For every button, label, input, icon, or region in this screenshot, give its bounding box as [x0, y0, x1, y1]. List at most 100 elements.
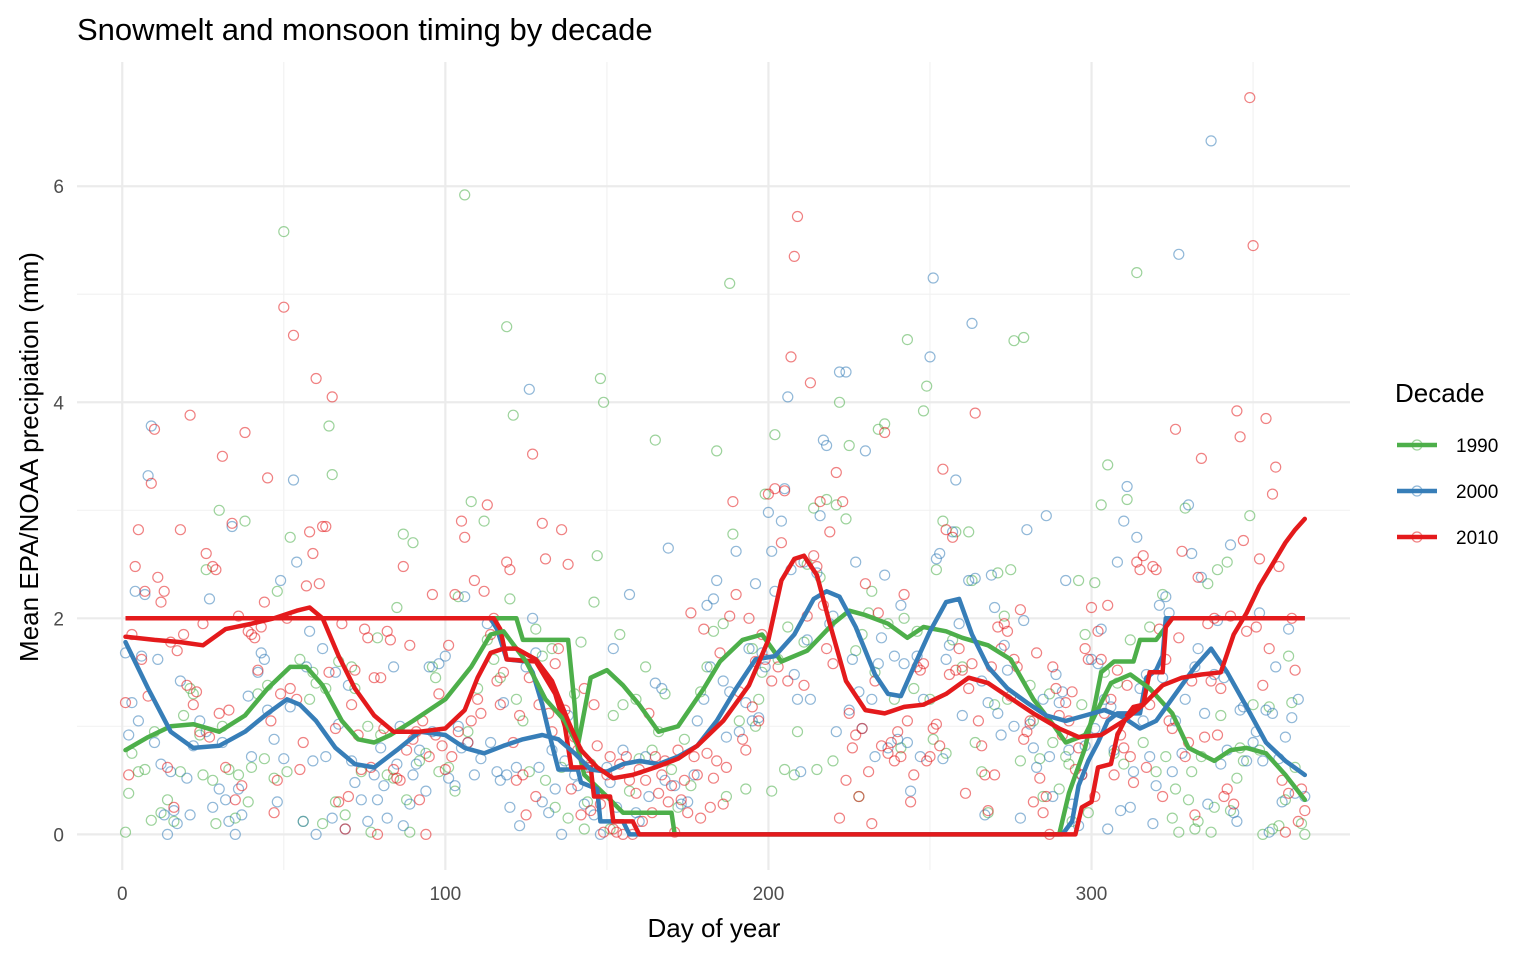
legend-key-point-2000: [1411, 485, 1423, 497]
data-point-2010: [1266, 488, 1279, 500]
data-point-2000: [1231, 815, 1243, 828]
data-point-2000: [291, 556, 303, 568]
data-point-1990: [707, 625, 720, 637]
data-point-1990: [200, 564, 212, 576]
data-point-2010: [772, 661, 784, 673]
data-point-2000: [1127, 766, 1140, 778]
data-point-1990: [727, 528, 739, 540]
data-point-2010: [1237, 534, 1250, 547]
data-point-2000: [1043, 750, 1056, 763]
data-point-1990: [232, 769, 245, 781]
data-point-1990: [927, 733, 939, 745]
data-point-1990: [1060, 750, 1072, 763]
data-point-2010: [187, 699, 199, 711]
data-point-2000: [136, 650, 148, 662]
data-point-2010: [743, 612, 755, 624]
data-point-2010: [1105, 693, 1117, 705]
data-point-1990: [678, 733, 691, 745]
data-point-2000: [1153, 599, 1166, 611]
data-point-2000: [707, 593, 720, 605]
data-point-1990: [597, 396, 610, 408]
data-point-1990: [833, 396, 846, 408]
data-point-1990: [1043, 688, 1056, 700]
data-point-2000: [255, 647, 267, 659]
data-point-2000: [307, 755, 319, 767]
data-point-2010: [304, 526, 316, 538]
data-point-2000: [1257, 755, 1269, 767]
data-point-2010: [190, 686, 203, 698]
data-point-2010: [426, 588, 438, 601]
data-point-1990: [371, 632, 384, 644]
data-point-1990: [430, 672, 442, 684]
data-point-2000: [963, 574, 975, 587]
data-point-2010: [1211, 729, 1224, 741]
data-point-2010: [1195, 452, 1208, 464]
data-point-2000: [675, 798, 687, 810]
data-point-1990: [1208, 801, 1220, 813]
data-point-1990: [449, 785, 461, 797]
data-point-1990: [1257, 828, 1269, 841]
data-point-2000: [152, 653, 164, 666]
data-point-2000: [1111, 556, 1124, 568]
x-tick-label: 0: [117, 884, 128, 905]
data-point-2010: [1124, 750, 1136, 763]
data-point-1990: [1189, 823, 1201, 835]
data-point-2000: [992, 707, 1004, 720]
data-point-2010: [375, 672, 387, 684]
data-point-1990: [1014, 755, 1027, 767]
data-point-2010: [701, 747, 713, 759]
data-point-1990: [1182, 794, 1195, 806]
data-point-2010: [1292, 815, 1304, 828]
data-point-2000: [1021, 524, 1033, 536]
data-point-2000: [226, 520, 238, 533]
data-point-2000: [892, 733, 904, 745]
data-point-2010: [833, 812, 846, 824]
data-point-2000: [485, 736, 497, 749]
data-point-2000: [236, 809, 248, 821]
data-point-2010: [1137, 550, 1149, 562]
data-point-2010: [1192, 571, 1204, 583]
data-point-2000: [720, 731, 733, 743]
data-point-2000: [1202, 798, 1214, 810]
data-point-2000: [649, 677, 661, 689]
data-point-1990: [178, 709, 190, 722]
data-point-2010: [245, 628, 258, 641]
data-point-1990: [145, 814, 157, 826]
data-point-2000: [946, 526, 959, 538]
data-point-1990: [294, 653, 306, 666]
data-point-2000: [814, 510, 826, 522]
data-point-2010: [258, 596, 270, 608]
data-point-1990: [1179, 502, 1191, 514]
data-point-2010: [724, 610, 736, 622]
data-point-2000: [759, 661, 771, 673]
data-point-2010: [1118, 742, 1130, 754]
data-point-2000: [355, 794, 367, 806]
data-point-2000: [533, 761, 545, 774]
data-point-1990: [788, 769, 800, 781]
data-point-2010: [850, 729, 862, 741]
data-point-1990: [362, 720, 374, 732]
data-point-1990: [391, 601, 403, 614]
data-point-2010: [161, 761, 174, 774]
data-point-1990: [530, 623, 542, 635]
data-point-1990: [649, 434, 661, 446]
data-point-2000: [859, 445, 872, 457]
data-point-2000: [317, 642, 329, 655]
data-point-2000: [969, 572, 981, 584]
data-point-2000: [126, 696, 138, 709]
data-point-1990: [992, 567, 1004, 579]
x-axis-title: Day of year: [648, 913, 781, 943]
data-point-2010: [216, 450, 228, 462]
data-point-1990: [1137, 736, 1149, 749]
data-point-2010: [1082, 653, 1094, 666]
data-point-1990: [930, 564, 943, 576]
data-point-2010: [268, 807, 280, 819]
data-point-2010: [1134, 564, 1146, 576]
data-point-1990: [1237, 755, 1250, 767]
data-point-1990: [119, 826, 132, 838]
data-point-2010: [604, 750, 616, 763]
data-point-2000: [866, 693, 878, 705]
data-point-2010: [846, 742, 859, 754]
data-point-2000: [898, 658, 910, 670]
data-point-2000: [304, 625, 316, 637]
